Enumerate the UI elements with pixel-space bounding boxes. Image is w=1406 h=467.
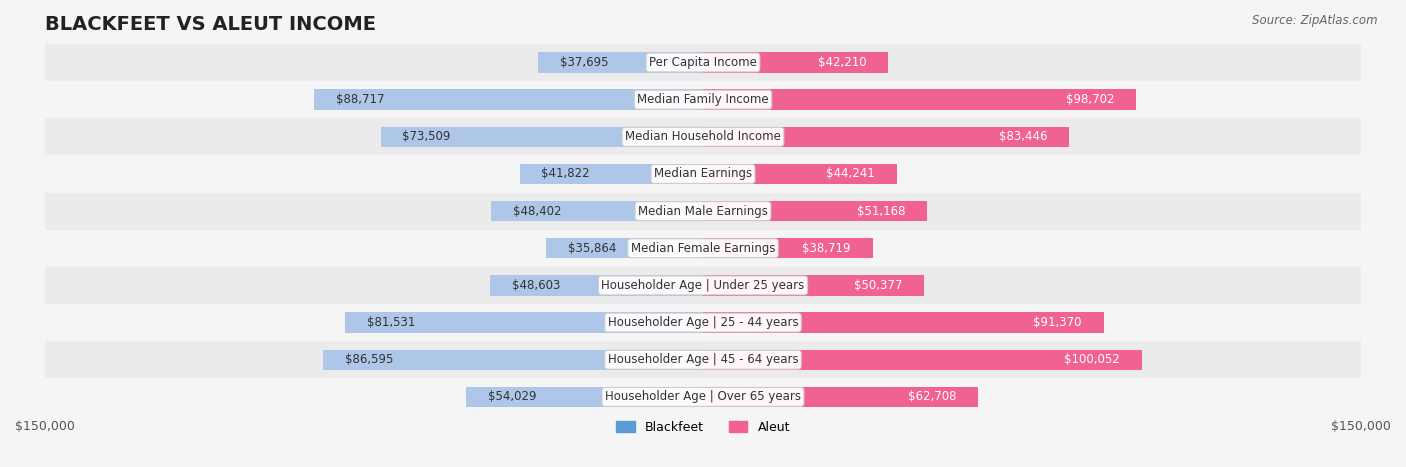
Bar (45, 378, 1361, 416)
Text: $48,603: $48,603 (512, 279, 560, 292)
Text: Median Earnings: Median Earnings (654, 168, 752, 180)
Text: Householder Age | 45 - 64 years: Householder Age | 45 - 64 years (607, 353, 799, 366)
Bar (703, 312, 1104, 333)
Bar (45, 230, 1361, 267)
Bar (703, 275, 924, 296)
Bar (381, 127, 703, 147)
Bar (45, 341, 1361, 378)
Text: Householder Age | Under 25 years: Householder Age | Under 25 years (602, 279, 804, 292)
Text: $44,241: $44,241 (827, 168, 875, 180)
Bar (520, 164, 703, 184)
Text: Median Male Earnings: Median Male Earnings (638, 205, 768, 218)
Text: $62,708: $62,708 (908, 390, 956, 403)
Text: $35,864: $35,864 (568, 242, 616, 255)
Bar (703, 164, 897, 184)
Text: Median Female Earnings: Median Female Earnings (631, 242, 775, 255)
Bar (703, 52, 889, 73)
Text: $91,370: $91,370 (1033, 316, 1081, 329)
Bar (45, 44, 1361, 81)
Bar (45, 267, 1361, 304)
Text: Per Capita Income: Per Capita Income (650, 56, 756, 69)
Bar (45, 156, 1361, 192)
Bar (703, 349, 1142, 370)
Bar (703, 89, 1136, 110)
Bar (537, 52, 703, 73)
Text: Householder Age | Over 65 years: Householder Age | Over 65 years (605, 390, 801, 403)
Bar (703, 238, 873, 258)
Text: $98,702: $98,702 (1066, 93, 1114, 106)
Bar (703, 201, 928, 221)
Text: $86,595: $86,595 (344, 353, 394, 366)
Bar (465, 387, 703, 407)
Bar (45, 118, 1361, 156)
Text: $38,719: $38,719 (803, 242, 851, 255)
Text: Householder Age | 25 - 44 years: Householder Age | 25 - 44 years (607, 316, 799, 329)
Bar (346, 312, 703, 333)
Bar (546, 238, 703, 258)
Text: $41,822: $41,822 (541, 168, 591, 180)
Text: BLACKFEET VS ALEUT INCOME: BLACKFEET VS ALEUT INCOME (45, 15, 375, 34)
Text: $37,695: $37,695 (560, 56, 607, 69)
Text: Median Family Income: Median Family Income (637, 93, 769, 106)
Bar (45, 192, 1361, 230)
Bar (703, 127, 1069, 147)
Text: $50,377: $50,377 (853, 279, 903, 292)
Text: $42,210: $42,210 (818, 56, 866, 69)
Legend: Blackfeet, Aleut: Blackfeet, Aleut (612, 416, 794, 439)
Text: $81,531: $81,531 (367, 316, 416, 329)
Bar (489, 275, 703, 296)
Text: Source: ZipAtlas.com: Source: ZipAtlas.com (1253, 14, 1378, 27)
Text: $48,402: $48,402 (513, 205, 561, 218)
Bar (703, 387, 979, 407)
Bar (45, 304, 1361, 341)
Text: $73,509: $73,509 (402, 130, 451, 143)
Bar (314, 89, 703, 110)
Text: $100,052: $100,052 (1064, 353, 1121, 366)
Text: $51,168: $51,168 (858, 205, 905, 218)
Bar (45, 81, 1361, 118)
Text: $83,446: $83,446 (998, 130, 1047, 143)
Text: Median Household Income: Median Household Income (626, 130, 780, 143)
Text: $54,029: $54,029 (488, 390, 537, 403)
Bar (323, 349, 703, 370)
Bar (491, 201, 703, 221)
Text: $88,717: $88,717 (336, 93, 384, 106)
